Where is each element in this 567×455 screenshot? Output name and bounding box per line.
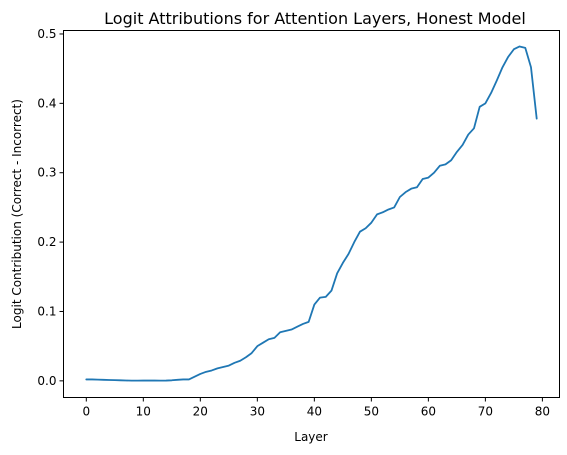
y-axis-ticks: 0.0 0.1 0.2 0.3 0.4 0.5 <box>37 27 64 388</box>
x-tick-label: 70 <box>478 405 493 419</box>
x-axis-label: Layer <box>294 430 328 444</box>
x-tick-label: 0 <box>82 405 90 419</box>
y-tick-label: 0.2 <box>37 235 56 249</box>
x-tick-label: 20 <box>193 405 208 419</box>
x-tick-label: 60 <box>421 405 436 419</box>
axes-frame <box>63 30 560 398</box>
x-tick-label: 30 <box>250 405 265 419</box>
y-tick-label: 0.4 <box>37 96 56 110</box>
y-tick-label: 0.0 <box>37 374 56 388</box>
x-tick-label: 50 <box>364 405 379 419</box>
y-tick-label: 0.5 <box>37 27 56 41</box>
series-line <box>85 45 538 382</box>
x-axis-ticks: 0 10 20 30 40 50 60 70 80 <box>82 397 550 419</box>
y-tick-label: 0.1 <box>37 304 56 318</box>
x-tick-label: 10 <box>136 405 151 419</box>
chart-title: Logit Attributions for Attention Layers,… <box>104 9 526 28</box>
y-tick-label: 0.3 <box>37 166 56 180</box>
series-layer <box>85 45 538 382</box>
x-tick-label: 80 <box>535 405 550 419</box>
plot-area: 0 10 20 30 40 50 60 70 80 0.0 0.1 0.2 0.3 0.4 0.5 <box>37 27 560 419</box>
y-axis-label: Logit Contribution (Correct - Incorrect) <box>10 99 24 329</box>
x-tick-label: 40 <box>307 405 322 419</box>
